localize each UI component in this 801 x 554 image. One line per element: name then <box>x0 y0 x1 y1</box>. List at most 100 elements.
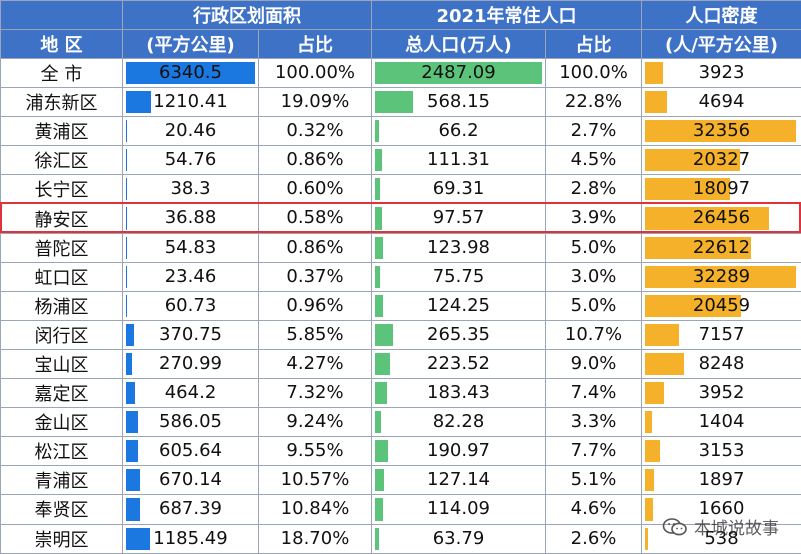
population-share-cell-value: 7.4% <box>546 379 641 407</box>
region-name: 静安区 <box>1 204 123 233</box>
population-cell-value: 97.57 <box>372 204 545 232</box>
population-cell: 63.79 <box>372 524 546 553</box>
area-share-cell-value: 0.96% <box>259 292 371 320</box>
area-cell-value: 54.83 <box>123 234 258 262</box>
area-cell-value: 20.46 <box>123 117 258 145</box>
population-cell: 127.14 <box>372 466 546 495</box>
population-cell-value: 127.14 <box>372 466 545 494</box>
area-share-cell: 0.37% <box>259 262 372 291</box>
density-cell: 1897 <box>642 466 801 495</box>
region-name: 奉贤区 <box>1 495 123 524</box>
population-cell: 223.52 <box>372 349 546 378</box>
population-share-cell: 100.0% <box>546 59 642 88</box>
density-cell: 26456 <box>642 204 801 233</box>
density-cell-value: 8248 <box>642 350 801 378</box>
area-cell-value: 586.05 <box>123 408 258 436</box>
region-name: 普陀区 <box>1 233 123 262</box>
area-cell: 687.39 <box>123 495 259 524</box>
area-cell: 54.83 <box>123 233 259 262</box>
region-name: 长宁区 <box>1 175 123 204</box>
density-cell: 20459 <box>642 291 801 320</box>
density-cell-value: 20327 <box>642 146 801 174</box>
region-name: 徐汇区 <box>1 146 123 175</box>
area-cell-value: 54.76 <box>123 146 258 174</box>
population-cell: 123.98 <box>372 233 546 262</box>
population-share-cell: 4.6% <box>546 495 642 524</box>
area-share-cell-value: 100.00% <box>259 59 371 87</box>
header-group-population: 2021年常住人口 <box>372 1 642 30</box>
population-share-cell-value: 5.1% <box>546 466 641 494</box>
population-share-cell: 3.3% <box>546 408 642 437</box>
area-share-cell-value: 0.37% <box>259 263 371 291</box>
area-cell-value: 670.14 <box>123 466 258 494</box>
area-cell: 20.46 <box>123 117 259 146</box>
population-cell: 124.25 <box>372 291 546 320</box>
population-cell-value: 63.79 <box>372 525 545 553</box>
area-cell-value: 36.88 <box>123 204 258 232</box>
population-cell-value: 223.52 <box>372 350 545 378</box>
population-share-cell-value: 3.9% <box>546 204 641 232</box>
population-share-cell-value: 2.7% <box>546 117 641 145</box>
population-share-cell: 2.6% <box>546 524 642 553</box>
header-area: (平方公里) <box>123 30 259 59</box>
area-cell: 6340.5 <box>123 59 259 88</box>
area-cell-value: 605.64 <box>123 437 258 465</box>
population-share-cell-value: 4.5% <box>546 146 641 174</box>
area-share-cell-value: 4.27% <box>259 350 371 378</box>
header-area-share: 占比 <box>259 30 372 59</box>
area-share-cell: 10.84% <box>259 495 372 524</box>
area-share-cell: 7.32% <box>259 379 372 408</box>
density-cell: 1404 <box>642 408 801 437</box>
density-cell: 32356 <box>642 117 801 146</box>
density-cell: 18097 <box>642 175 801 204</box>
population-share-cell: 2.8% <box>546 175 642 204</box>
area-cell-value: 6340.5 <box>123 59 258 87</box>
population-cell-value: 123.98 <box>372 234 545 262</box>
density-cell-value: 22612 <box>642 234 801 262</box>
region-name: 浦东新区 <box>1 88 123 117</box>
area-share-cell-value: 0.58% <box>259 204 371 232</box>
density-cell-value: 26456 <box>642 204 801 232</box>
area-cell: 54.76 <box>123 146 259 175</box>
header-row-bottom: 地 区 (平方公里) 占比 总人口(万人) 占比 (人/平方公里) <box>1 30 801 59</box>
population-share-cell-value: 9.0% <box>546 350 641 378</box>
area-share-cell: 0.86% <box>259 233 372 262</box>
population-share-cell: 2.7% <box>546 117 642 146</box>
region-name: 青浦区 <box>1 466 123 495</box>
area-cell-value: 464.2 <box>123 379 258 407</box>
area-cell: 586.05 <box>123 408 259 437</box>
area-cell-value: 687.39 <box>123 495 258 523</box>
population-cell: 568.15 <box>372 88 546 117</box>
area-cell: 38.3 <box>123 175 259 204</box>
header-group-density: 人口密度 <box>642 1 801 30</box>
area-cell: 605.64 <box>123 437 259 466</box>
population-cell-value: 66.2 <box>372 117 545 145</box>
density-cell-value: 1404 <box>642 408 801 436</box>
region-name: 黄浦区 <box>1 117 123 146</box>
density-cell-value: 3952 <box>642 379 801 407</box>
population-cell-value: 114.09 <box>372 495 545 523</box>
area-share-cell-value: 5.85% <box>259 321 371 349</box>
area-share-cell-value: 10.84% <box>259 495 371 523</box>
population-cell: 97.57 <box>372 204 546 233</box>
density-cell: 8248 <box>642 349 801 378</box>
density-cell-value: 1897 <box>642 466 801 494</box>
density-cell: 3923 <box>642 59 801 88</box>
area-share-cell-value: 10.57% <box>259 466 371 494</box>
population-cell: 2487.09 <box>372 59 546 88</box>
population-cell-value: 265.35 <box>372 321 545 349</box>
density-cell-value: 3923 <box>642 59 801 87</box>
area-share-cell: 18.70% <box>259 524 372 553</box>
area-cell: 36.88 <box>123 204 259 233</box>
region-name: 嘉定区 <box>1 379 123 408</box>
density-cell: 3952 <box>642 379 801 408</box>
area-cell: 464.2 <box>123 379 259 408</box>
